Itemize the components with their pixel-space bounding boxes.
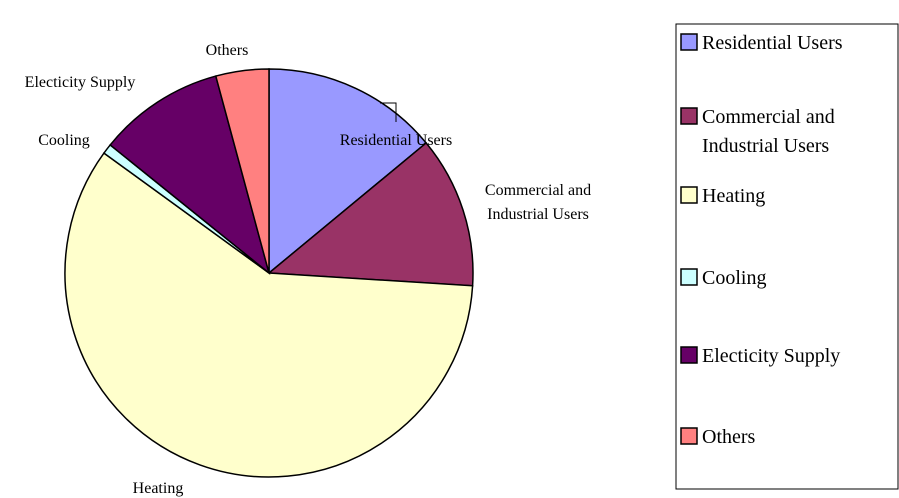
legend-box [675,23,899,490]
legend-label-electicity-supply: Electicity Supply [702,345,840,367]
legend-label-others: Others [702,426,756,448]
slice-label-residential-users: Residential Users [340,132,452,149]
legend-swatch-electicity-supply [680,346,698,364]
leader-line-residential-users [380,102,397,122]
slice-label-heating: Heating [133,480,184,497]
slice-heating [64,152,474,478]
slice-labels: Residential Users Commercial and Industria… [25,42,591,497]
legend-label-residential-users: Residential Users [702,32,843,54]
legend-swatch-commercial-and-industrial-users [680,107,698,125]
slice-label-others: Others [206,42,249,59]
legend-label-heating: Heating [702,185,765,207]
slice-others [214,68,270,274]
legend-label-commercial-and-industrial-users: Commercial and Industrial Users [702,106,835,157]
legend-swatch-cooling [680,268,698,286]
legend-swatch-others [680,427,698,445]
legend-swatch-residential-users [680,33,698,51]
slice-label-commercial-and-industrial-users: Commercial and Industrial Users [485,182,591,223]
slice-commercial-and-industrial-users [267,141,474,287]
slice-electicity-supply [109,75,271,276]
legend-label-cooling: Cooling [702,267,766,289]
legend: Residential Users Commercial and Industria… [675,23,899,490]
legend-swatch-heating [680,186,698,204]
slice-label-cooling: Cooling [38,132,90,149]
pie-slices [64,68,474,478]
slice-residential-users [268,68,428,275]
slice-label-electicity-supply: Electicity Supply [25,74,136,91]
